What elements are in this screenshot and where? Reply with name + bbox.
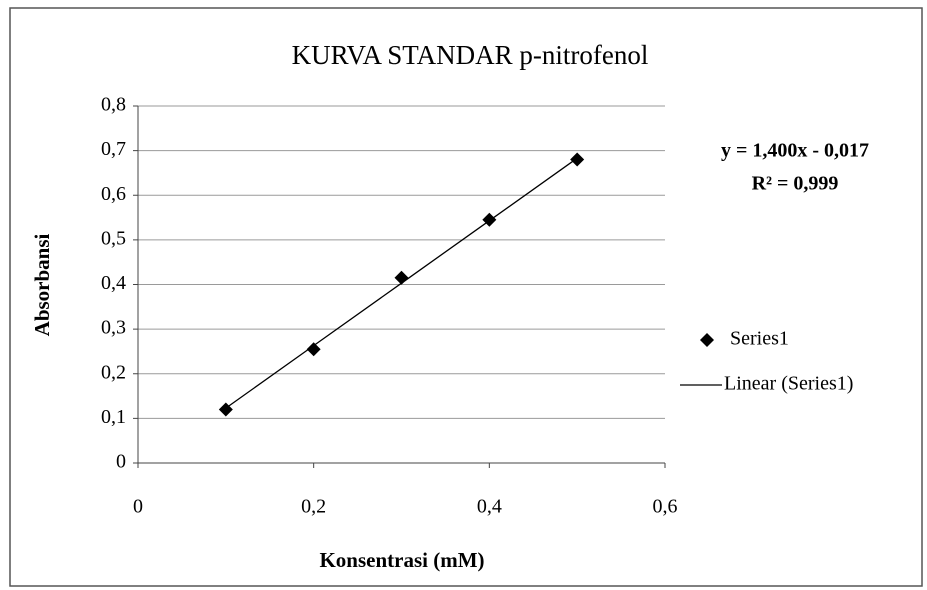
x-axis-label: Konsentrasi (mM) <box>319 548 484 572</box>
legend-label: Series1 <box>730 328 789 350</box>
y-tick-label: 0,2 <box>101 361 126 383</box>
equation: y = 1,400x - 0,017 <box>721 140 869 162</box>
point <box>482 212 497 227</box>
legend-label: Linear (Series1) <box>724 373 853 395</box>
point <box>570 152 585 167</box>
x-tick-label: 0,6 <box>653 496 678 518</box>
chart-border <box>9 7 923 587</box>
x-tick-label: 0 <box>133 496 143 518</box>
y-tick-label: 0,5 <box>101 227 126 249</box>
y-tick-label: 0,3 <box>101 317 126 339</box>
x-tick-label: 0,4 <box>477 496 502 518</box>
y-tick-label: 0,4 <box>101 272 126 294</box>
y-tick-label: 0,7 <box>101 138 126 160</box>
legend-marker <box>700 333 714 347</box>
chart-title: KURVA STANDAR p-nitrofenol <box>292 40 649 70</box>
point <box>394 270 409 285</box>
r-squared: R² = 0,999 <box>752 173 839 195</box>
point <box>306 342 321 357</box>
y-tick-label: 0,6 <box>101 183 126 205</box>
y-axis-label: Absorbansi <box>30 233 54 336</box>
y-tick-label: 0,1 <box>101 406 126 428</box>
x-tick-label: 0,2 <box>301 496 326 518</box>
y-tick-label: 0 <box>116 451 126 473</box>
point <box>218 402 233 417</box>
y-tick-label: 0,8 <box>101 94 126 116</box>
